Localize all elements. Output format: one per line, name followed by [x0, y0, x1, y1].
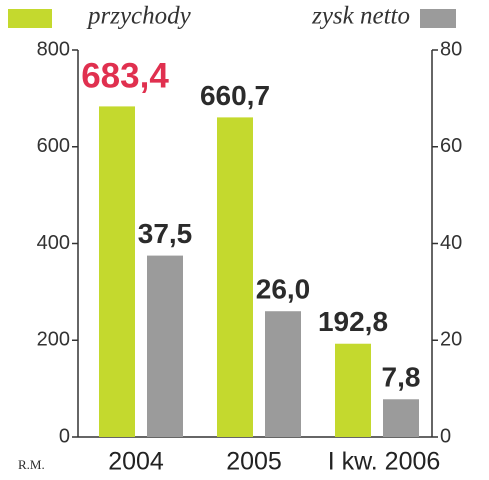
bar [335, 343, 371, 437]
y-tick-label: 800 [37, 38, 70, 60]
bar [99, 106, 135, 438]
bar [147, 255, 183, 437]
value-label: 37,5 [138, 218, 193, 249]
legend-label: zysk netto [311, 3, 410, 30]
value-label: 7,8 [382, 362, 421, 393]
y2-tick-label: 60 [440, 135, 462, 157]
source: R.M. [18, 457, 45, 472]
x-tick-label: I kw. 2006 [328, 448, 441, 476]
y2-tick-label: 0 [440, 425, 451, 447]
y-tick-label: 200 [37, 329, 70, 351]
y2-tick-label: 80 [440, 38, 462, 60]
bar [217, 117, 253, 437]
value-label: 683,4 [81, 57, 169, 96]
y-tick-label: 0 [59, 425, 70, 447]
value-label: 660,7 [200, 80, 270, 111]
legend-swatch [8, 9, 52, 28]
y2-tick-label: 40 [440, 232, 462, 254]
legend-label: przychody [86, 3, 192, 30]
y-tick-label: 600 [37, 135, 70, 157]
value-label: 192,8 [318, 306, 388, 337]
bar [265, 311, 301, 437]
legend-swatch [420, 9, 456, 28]
bar [383, 399, 419, 437]
x-tick-label: 2005 [226, 448, 282, 476]
value-label: 26,0 [256, 274, 311, 305]
y2-tick-label: 20 [440, 329, 462, 351]
y-tick-label: 400 [37, 232, 70, 254]
x-tick-label: 2004 [108, 448, 164, 476]
